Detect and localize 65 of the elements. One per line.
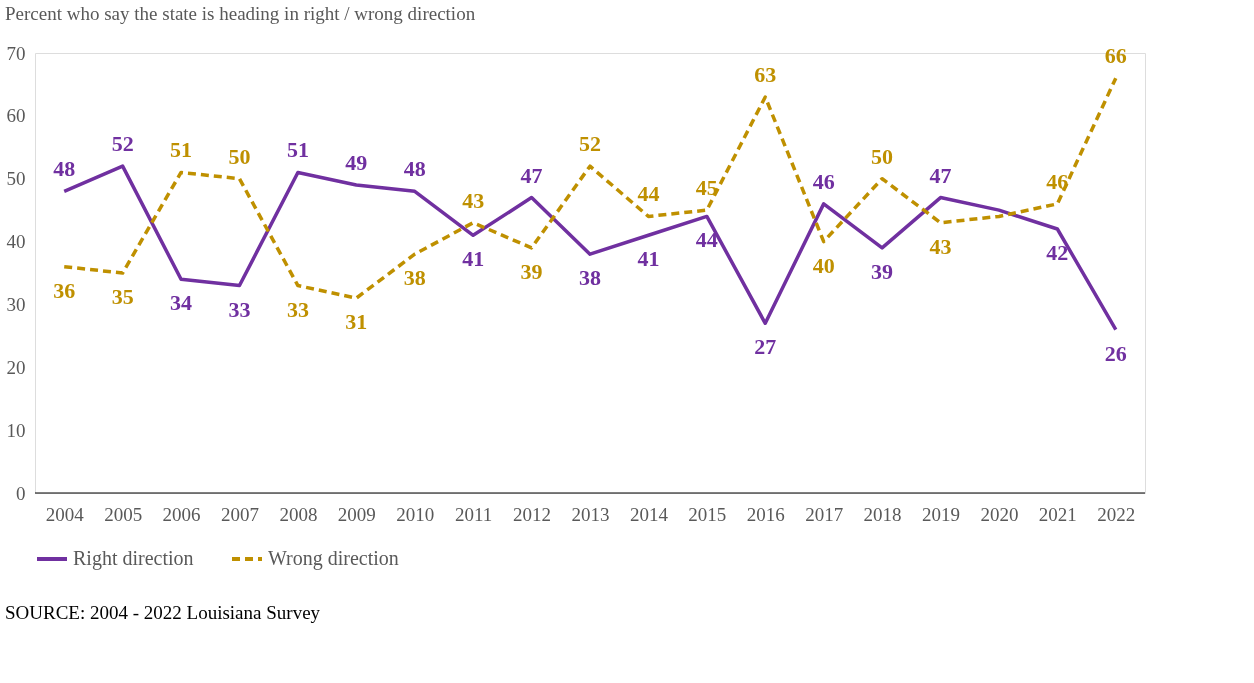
x-tick-label: 2009 — [337, 503, 376, 525]
y-tick-label: 10 — [6, 419, 26, 441]
data-label: 47 — [929, 162, 952, 188]
data-label: 41 — [462, 246, 485, 272]
data-label: 39 — [871, 258, 894, 284]
data-label: 42 — [1046, 240, 1069, 265]
data-label: 46 — [812, 168, 835, 194]
data-label: 63 — [754, 62, 777, 87]
data-label: 50 — [228, 143, 251, 169]
x-tick-label: 2021 — [1038, 503, 1077, 525]
data-label: 66 — [1104, 43, 1127, 69]
data-label: 40 — [812, 252, 835, 278]
y-tick-label: 30 — [6, 293, 26, 315]
x-tick-label: 2008 — [279, 503, 318, 525]
x-tick-label: 2006 — [162, 503, 201, 525]
data-label: 33 — [286, 296, 309, 322]
x-tick-label: 2016 — [746, 503, 785, 525]
data-label: 44 — [637, 181, 660, 207]
data-label: 44 — [695, 227, 718, 253]
data-label: 43 — [462, 187, 485, 213]
data-label: 52 — [579, 131, 601, 157]
data-label: 26 — [1104, 340, 1127, 366]
y-tick-label: 40 — [6, 231, 26, 253]
data-label: 27 — [754, 334, 777, 360]
x-tick-label: 2013 — [571, 503, 610, 525]
x-tick-label: 2004 — [45, 503, 85, 525]
data-label: 43 — [929, 233, 952, 259]
data-label: 47 — [520, 162, 543, 188]
y-tick-label: 0 — [16, 482, 26, 504]
x-tick-label: 2012 — [513, 503, 552, 525]
y-tick-label: 60 — [6, 105, 26, 127]
legend-label: Wrong direction — [268, 547, 399, 570]
x-tick-label: 2014 — [629, 503, 669, 525]
data-label: 51 — [286, 137, 309, 163]
data-label: 48 — [53, 156, 76, 182]
y-tick-label: 70 — [6, 42, 26, 64]
legend-label: Right direction — [73, 547, 194, 570]
data-label: 48 — [403, 156, 426, 182]
x-tick-label: 2011 — [455, 503, 493, 525]
x-tick-label: 2007 — [220, 503, 259, 525]
data-label: 49 — [345, 150, 368, 175]
x-tick-label: 2019 — [922, 503, 961, 525]
data-label: 38 — [403, 265, 426, 291]
data-label: 35 — [111, 284, 134, 309]
chart-title: Percent who say the state is heading in right / wrong direction — [5, 3, 476, 24]
data-label: 41 — [637, 246, 660, 272]
x-tick-label: 2005 — [104, 503, 143, 525]
x-tick-label: 2020 — [980, 503, 1019, 525]
y-tick-label: 20 — [6, 356, 26, 378]
x-tick-label: 2010 — [396, 503, 435, 525]
data-label: 36 — [53, 277, 76, 303]
data-label: 31 — [345, 309, 368, 335]
x-tick-label: 2017 — [805, 503, 844, 525]
data-label: 51 — [170, 137, 193, 163]
source-note: SOURCE: 2004 - 2022 Louisiana Survey — [5, 602, 321, 623]
data-label: 38 — [579, 265, 601, 291]
x-tick-label: 2015 — [688, 503, 727, 525]
data-label: 50 — [871, 143, 894, 169]
data-label: 34 — [170, 290, 193, 316]
data-label: 39 — [520, 258, 543, 284]
x-tick-label: 2018 — [863, 503, 902, 525]
data-label: 33 — [228, 296, 251, 322]
data-label: 52 — [111, 131, 134, 157]
y-tick-label: 50 — [6, 168, 26, 190]
x-tick-label: 2022 — [1097, 503, 1136, 525]
